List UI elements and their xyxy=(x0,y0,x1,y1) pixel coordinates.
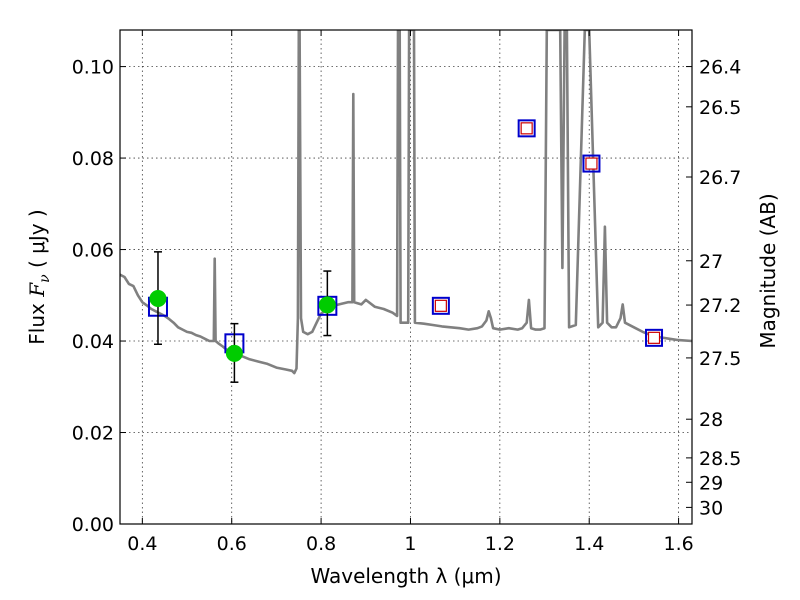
x-tick-label: 0.6 xyxy=(217,533,247,555)
data-points xyxy=(147,119,664,383)
y-tick-label: 0.02 xyxy=(72,423,114,445)
x-tick-label: 1.6 xyxy=(663,533,693,555)
model-photometry-box xyxy=(431,296,450,315)
y2-tick-label: 26.4 xyxy=(699,57,741,79)
model-photometry-inner xyxy=(520,122,533,135)
y-tick-label: 0.08 xyxy=(72,148,114,170)
y2-tick-label: 27.2 xyxy=(699,295,741,317)
model-photometry-inner xyxy=(647,331,661,344)
model-spectrum xyxy=(120,30,692,375)
y-axis-title-unit: ( μJy ) xyxy=(25,209,49,274)
model-photometry-box xyxy=(582,154,601,173)
y2-tick-label: 29 xyxy=(699,472,723,494)
x-tick-label: 0.8 xyxy=(306,533,336,555)
x-axis-title: Wavelength λ (μm) xyxy=(310,564,501,588)
y-axis-title-symbol: F xyxy=(25,282,49,298)
model-spectrum-line xyxy=(120,30,692,375)
y2-tick-label: 28 xyxy=(699,409,723,431)
x-tick-label: 1.4 xyxy=(574,533,604,555)
x-tick-label: 1 xyxy=(404,533,416,555)
y2-tick-label: 26.5 xyxy=(699,97,741,119)
model-photometry-box xyxy=(517,119,536,138)
y-axis-title-text: Flux xyxy=(25,297,49,345)
y-tick-label: 0.00 xyxy=(72,514,114,536)
y-tick-label: 0.04 xyxy=(72,331,114,353)
y-tick-label: 0.06 xyxy=(72,240,114,262)
y-axis-title: Flux Fν ( μJy ) xyxy=(25,209,53,344)
x-tick-label: 1.2 xyxy=(485,533,515,555)
observed-point xyxy=(225,344,243,362)
x-tick-label: 0.4 xyxy=(127,533,157,555)
y2-axis-title: Magnitude (AB) xyxy=(756,193,780,348)
svg-text:Flux Fν ( μJy ): Flux Fν ( μJy ) xyxy=(25,209,53,344)
y2-tick-label: 27.5 xyxy=(699,348,741,370)
plot-frame xyxy=(119,29,693,525)
y-tick-label: 0.10 xyxy=(72,57,114,79)
axis-ticks: 0.4 0.6 0.8 1 1.2 1.4 1.6 0.00 0.02 0.04 0.06 0.08 0… xyxy=(72,30,741,555)
y2-tick-label: 28.5 xyxy=(699,448,741,470)
y2-tick-label: 27 xyxy=(699,251,723,273)
observed-point xyxy=(149,289,167,307)
model-photometry-inner xyxy=(434,299,447,312)
model-photometry-inner xyxy=(585,157,598,170)
y2-tick-label: 26.7 xyxy=(699,167,741,189)
model-photometry-box xyxy=(645,328,664,347)
y-axis-title-subscript: ν xyxy=(37,274,53,283)
y2-tick-label: 30 xyxy=(699,497,723,519)
observed-point xyxy=(318,296,336,314)
